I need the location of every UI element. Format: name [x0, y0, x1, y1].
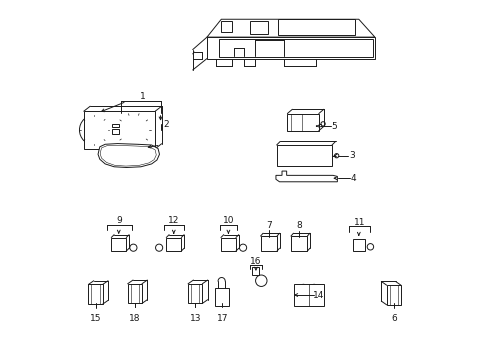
- Circle shape: [320, 122, 325, 126]
- Polygon shape: [352, 239, 365, 251]
- Text: 17: 17: [216, 314, 227, 323]
- Text: 15: 15: [90, 314, 101, 323]
- Circle shape: [305, 148, 322, 163]
- Text: 5: 5: [331, 122, 337, 131]
- Circle shape: [239, 244, 246, 251]
- Polygon shape: [188, 284, 202, 303]
- Polygon shape: [219, 39, 372, 57]
- Polygon shape: [206, 37, 374, 59]
- Polygon shape: [287, 113, 318, 131]
- Circle shape: [323, 152, 331, 160]
- Bar: [252, 267, 258, 275]
- Text: 12: 12: [168, 216, 179, 225]
- Circle shape: [255, 275, 266, 287]
- Circle shape: [130, 244, 137, 251]
- Polygon shape: [98, 144, 159, 167]
- Text: 11: 11: [353, 218, 365, 227]
- Text: 10: 10: [222, 216, 234, 225]
- Text: 8: 8: [296, 221, 302, 230]
- Polygon shape: [166, 238, 181, 251]
- Text: 7: 7: [265, 221, 271, 230]
- Circle shape: [155, 244, 163, 251]
- Bar: [293, 284, 324, 306]
- Polygon shape: [127, 284, 142, 303]
- Text: 6: 6: [390, 314, 396, 323]
- Polygon shape: [260, 236, 276, 251]
- Text: 2: 2: [163, 120, 169, 129]
- Bar: [215, 288, 229, 306]
- Polygon shape: [275, 171, 337, 182]
- Text: 14: 14: [312, 291, 324, 300]
- Polygon shape: [278, 19, 354, 35]
- Text: 3: 3: [348, 151, 354, 160]
- Text: 1: 1: [140, 92, 145, 101]
- Polygon shape: [290, 236, 307, 251]
- Polygon shape: [386, 285, 400, 305]
- Bar: [111, 123, 119, 127]
- Polygon shape: [206, 19, 374, 37]
- Text: 4: 4: [350, 174, 356, 183]
- Circle shape: [334, 154, 338, 158]
- Circle shape: [311, 284, 316, 290]
- Text: 18: 18: [129, 314, 140, 323]
- Polygon shape: [83, 111, 155, 149]
- Text: 13: 13: [189, 314, 201, 323]
- Text: 16: 16: [250, 257, 261, 266]
- Polygon shape: [221, 21, 231, 32]
- Polygon shape: [111, 238, 126, 251]
- Polygon shape: [249, 21, 267, 33]
- Circle shape: [285, 148, 301, 163]
- Text: 9: 9: [116, 216, 122, 225]
- Circle shape: [300, 284, 305, 290]
- Polygon shape: [276, 145, 331, 166]
- Bar: [111, 129, 119, 134]
- Polygon shape: [221, 238, 235, 251]
- Circle shape: [366, 244, 373, 250]
- Polygon shape: [88, 284, 102, 304]
